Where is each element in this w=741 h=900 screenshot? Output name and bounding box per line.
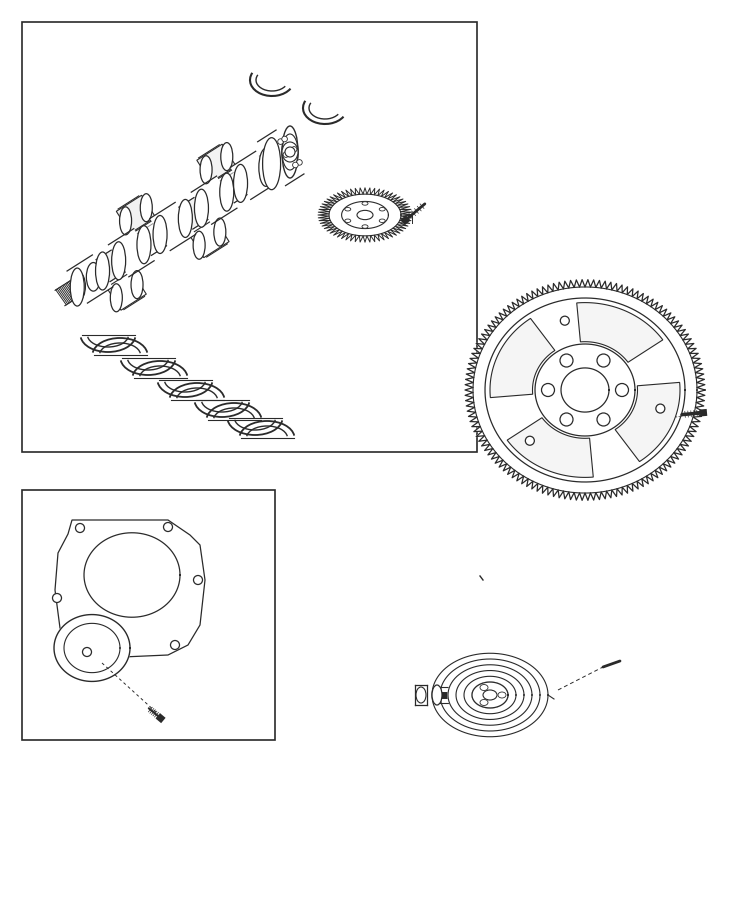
Circle shape	[76, 524, 84, 533]
Circle shape	[542, 383, 554, 397]
Ellipse shape	[345, 219, 350, 222]
Circle shape	[560, 316, 569, 325]
Ellipse shape	[282, 142, 298, 162]
Polygon shape	[116, 195, 158, 237]
Circle shape	[53, 593, 62, 602]
Polygon shape	[197, 144, 238, 185]
Polygon shape	[318, 188, 412, 242]
Circle shape	[525, 436, 534, 446]
Polygon shape	[464, 676, 516, 714]
Polygon shape	[67, 255, 113, 303]
Ellipse shape	[282, 126, 298, 178]
Polygon shape	[472, 682, 508, 708]
Ellipse shape	[179, 200, 193, 238]
Ellipse shape	[200, 156, 212, 184]
Circle shape	[296, 159, 302, 166]
Ellipse shape	[153, 215, 167, 254]
Circle shape	[656, 404, 665, 413]
Polygon shape	[473, 287, 697, 493]
Ellipse shape	[379, 208, 385, 211]
Circle shape	[597, 354, 610, 367]
Ellipse shape	[262, 138, 281, 190]
Circle shape	[597, 413, 610, 426]
Polygon shape	[187, 216, 229, 257]
Ellipse shape	[362, 202, 368, 205]
Ellipse shape	[282, 134, 298, 170]
Polygon shape	[84, 533, 180, 617]
Polygon shape	[130, 217, 172, 258]
Polygon shape	[258, 130, 304, 185]
Polygon shape	[230, 151, 276, 200]
Ellipse shape	[221, 142, 233, 171]
Ellipse shape	[233, 165, 247, 202]
Polygon shape	[448, 665, 532, 725]
Polygon shape	[55, 520, 205, 658]
Ellipse shape	[220, 173, 233, 212]
Bar	[22, 22, 477, 452]
Polygon shape	[440, 659, 540, 731]
Ellipse shape	[70, 268, 84, 306]
Ellipse shape	[483, 690, 497, 700]
Ellipse shape	[131, 271, 143, 299]
Circle shape	[170, 641, 179, 650]
Polygon shape	[329, 194, 401, 236]
Polygon shape	[472, 682, 508, 708]
Polygon shape	[480, 688, 500, 702]
Circle shape	[293, 162, 298, 167]
Polygon shape	[485, 298, 685, 482]
Ellipse shape	[140, 194, 152, 221]
Ellipse shape	[498, 692, 506, 698]
Bar	[22, 490, 275, 740]
Circle shape	[616, 383, 628, 397]
Ellipse shape	[432, 685, 442, 705]
Polygon shape	[465, 280, 705, 500]
Ellipse shape	[345, 208, 350, 211]
Ellipse shape	[214, 218, 226, 246]
Circle shape	[560, 354, 573, 367]
Polygon shape	[456, 670, 524, 719]
Polygon shape	[150, 202, 196, 250]
Polygon shape	[432, 653, 548, 737]
Ellipse shape	[357, 211, 373, 220]
Circle shape	[560, 413, 573, 426]
Ellipse shape	[112, 242, 126, 280]
Ellipse shape	[379, 219, 385, 222]
Polygon shape	[191, 176, 237, 224]
Ellipse shape	[110, 284, 122, 311]
Polygon shape	[561, 368, 609, 412]
Ellipse shape	[416, 687, 426, 703]
Circle shape	[164, 523, 173, 532]
Polygon shape	[108, 229, 154, 277]
Circle shape	[285, 147, 295, 157]
Polygon shape	[70, 265, 101, 299]
Ellipse shape	[259, 148, 273, 186]
Polygon shape	[174, 194, 215, 236]
Circle shape	[291, 147, 297, 152]
Polygon shape	[54, 615, 130, 681]
Ellipse shape	[87, 263, 100, 291]
Circle shape	[193, 575, 202, 584]
Circle shape	[278, 139, 283, 144]
Polygon shape	[615, 382, 680, 462]
Polygon shape	[91, 247, 133, 288]
Polygon shape	[210, 166, 252, 208]
Ellipse shape	[362, 225, 368, 229]
Circle shape	[282, 136, 288, 142]
Polygon shape	[507, 418, 594, 477]
Ellipse shape	[193, 231, 205, 259]
Circle shape	[82, 647, 91, 656]
Circle shape	[283, 152, 289, 158]
Ellipse shape	[194, 189, 208, 227]
Ellipse shape	[480, 699, 488, 706]
Ellipse shape	[96, 252, 110, 290]
Polygon shape	[105, 269, 146, 310]
Ellipse shape	[71, 272, 85, 301]
Ellipse shape	[137, 226, 151, 264]
Ellipse shape	[480, 685, 488, 690]
Polygon shape	[490, 319, 555, 398]
Polygon shape	[576, 302, 662, 363]
Ellipse shape	[119, 207, 132, 235]
